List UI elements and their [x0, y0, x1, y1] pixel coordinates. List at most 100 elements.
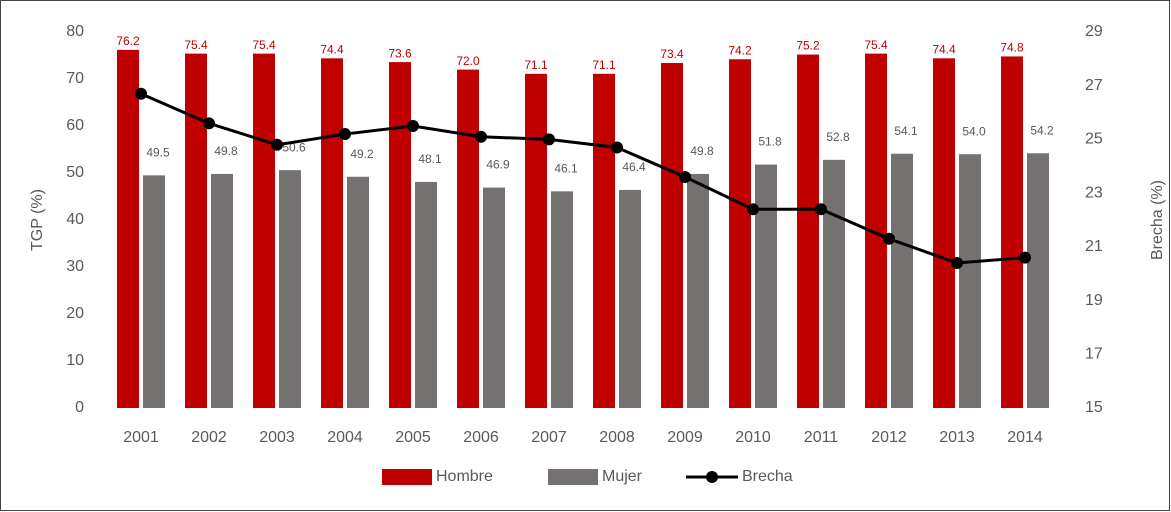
line-marker [1019, 251, 1031, 264]
y-tick-label: 80 [66, 23, 84, 40]
data-label: 73.6 [388, 46, 412, 60]
y2-tick-label: 17 [1085, 346, 1103, 363]
data-label: 75.2 [796, 39, 820, 53]
x-tick-label: 2002 [191, 429, 227, 446]
legend-marker [706, 471, 718, 483]
data-label: 46.4 [622, 160, 646, 174]
x-tick-label: 2004 [327, 429, 363, 446]
line-marker [339, 128, 351, 141]
bar [891, 153, 913, 408]
y2-tick-label: 27 [1085, 77, 1103, 94]
y2-tick-label: 15 [1085, 399, 1103, 416]
y-tick-label: 0 [75, 399, 84, 416]
bar [143, 175, 165, 408]
y2-tick-label: 23 [1085, 184, 1103, 201]
x-tick-label: 2008 [599, 429, 635, 446]
data-label: 71.1 [524, 58, 548, 72]
data-label: 48.1 [418, 152, 442, 166]
data-label: 75.4 [184, 38, 208, 52]
bar [933, 58, 955, 408]
data-label: 54.2 [1030, 123, 1054, 137]
data-label: 46.9 [486, 158, 510, 172]
data-label: 52.8 [826, 130, 850, 144]
x-tick-label: 2001 [123, 429, 159, 446]
data-label: 74.2 [728, 43, 752, 57]
data-label: 49.8 [214, 144, 238, 158]
bar [389, 62, 411, 408]
data-label: 49.8 [690, 144, 714, 158]
bar [797, 54, 819, 409]
data-label: 76.2 [116, 34, 140, 48]
bar [185, 53, 207, 409]
bar [1001, 56, 1023, 408]
bar [253, 53, 275, 409]
legend-label: Mujer [602, 468, 643, 485]
bar [117, 49, 139, 409]
data-label: 74.4 [320, 42, 344, 56]
bar [619, 189, 641, 408]
y-tick-label: 20 [66, 305, 84, 322]
data-label: 74.8 [1000, 41, 1024, 55]
bar [415, 181, 437, 408]
data-label: 46.1 [554, 162, 578, 176]
line-marker [407, 120, 419, 132]
bar [959, 154, 981, 408]
line-marker [271, 138, 283, 151]
y-tick-label: 10 [66, 352, 84, 369]
data-label: 54.0 [962, 124, 986, 138]
bar [1027, 153, 1049, 408]
data-label: 72.0 [456, 54, 480, 68]
y-tick-label: 40 [66, 211, 84, 228]
data-label: 73.4 [660, 47, 684, 61]
bar [321, 58, 343, 408]
line-marker [679, 171, 691, 184]
bar [483, 187, 505, 408]
x-tick-label: 2012 [871, 429, 907, 446]
line-marker [747, 203, 759, 216]
y-tick-label: 70 [66, 70, 84, 87]
y-tick-label: 30 [66, 258, 84, 275]
line-marker [203, 117, 215, 130]
bar [865, 53, 887, 409]
bar [687, 173, 709, 408]
line-marker [543, 133, 555, 146]
data-label: 54.1 [894, 124, 918, 138]
data-label: 49.5 [146, 146, 170, 160]
line [140, 92, 1026, 265]
x-tick-label: 2011 [804, 429, 839, 446]
bar [593, 73, 615, 408]
bar [457, 69, 479, 408]
legend-label: Brecha [742, 468, 793, 485]
line-marker [951, 256, 963, 269]
line-marker [815, 203, 827, 216]
data-label: 75.4 [252, 38, 276, 52]
x-tick-label: 2006 [463, 429, 499, 446]
y2-axis-label: Brecha (%) [1149, 180, 1166, 260]
x-tick-label: 2003 [259, 429, 295, 446]
x-tick-label: 2013 [939, 429, 975, 446]
y2-tick-label: 21 [1085, 238, 1103, 255]
data-label: 71.1 [592, 58, 616, 72]
y-tick-label: 50 [66, 164, 84, 181]
bar [211, 173, 233, 408]
bar [551, 191, 573, 408]
y2-tick-label: 29 [1085, 23, 1103, 40]
data-label: 51.8 [758, 135, 782, 149]
y-axis-label: TGP (%) [29, 189, 46, 251]
legend-swatch [548, 469, 598, 485]
line-marker [135, 87, 147, 100]
data-label: 75.4 [864, 38, 888, 52]
bar [729, 59, 751, 408]
bar [525, 73, 547, 408]
x-tick-label: 2010 [735, 429, 771, 446]
bar [823, 159, 845, 408]
line-marker [611, 141, 623, 154]
bar [347, 176, 369, 408]
y2-tick-label: 19 [1085, 292, 1103, 309]
x-tick-label: 2005 [395, 429, 431, 446]
data-label: 74.4 [932, 42, 956, 56]
y2-tick-label: 25 [1085, 131, 1103, 148]
bar [755, 164, 777, 408]
